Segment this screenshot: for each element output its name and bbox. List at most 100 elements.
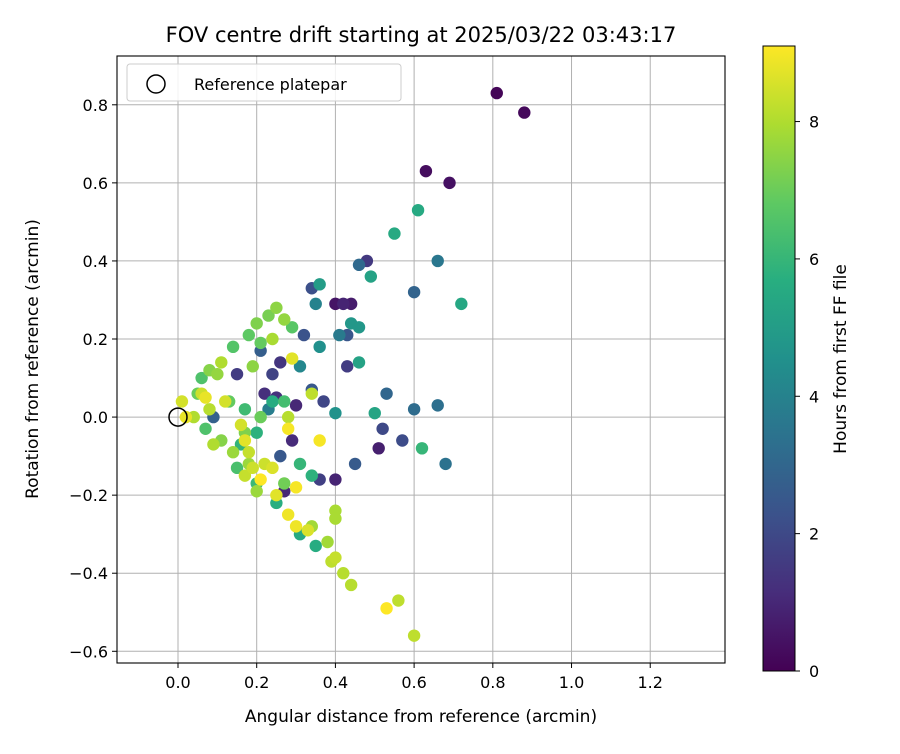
- data-point: [368, 406, 381, 420]
- data-point: [293, 360, 307, 373]
- data-point: [266, 395, 279, 408]
- data-point: [281, 508, 295, 521]
- data-point: [278, 477, 291, 490]
- x-tick-label: 1.2: [638, 673, 663, 692]
- colorbar-label: Hours from first FF file: [831, 264, 851, 454]
- legend: Reference platepar: [126, 63, 402, 102]
- y-tick-label: 0.2: [83, 330, 108, 349]
- data-point: [309, 539, 322, 553]
- data-point: [250, 317, 263, 330]
- data-point: [195, 371, 208, 385]
- data-point: [313, 278, 326, 291]
- data-point: [297, 328, 311, 342]
- colorbar-tick-label: 0: [809, 662, 819, 681]
- data-point: [242, 446, 256, 459]
- data-point: [352, 258, 366, 272]
- data-point: [219, 395, 232, 408]
- data-point: [321, 535, 334, 549]
- data-point: [203, 403, 216, 416]
- y-tick-label: 0.0: [83, 408, 108, 427]
- data-point: [329, 406, 342, 420]
- colorbar-tick-label: 2: [809, 525, 819, 544]
- data-point: [199, 391, 212, 404]
- y-tick-label: 0.6: [83, 174, 108, 193]
- data-point: [329, 551, 342, 564]
- data-point: [238, 469, 252, 482]
- data-point: [431, 399, 444, 412]
- data-point: [270, 301, 283, 314]
- data-point: [305, 387, 318, 400]
- data-point: [258, 387, 271, 400]
- data-point: [372, 442, 385, 455]
- data-point: [262, 309, 275, 322]
- data-point: [289, 520, 303, 533]
- x-tick-label: 0.0: [165, 673, 190, 692]
- y-axis-ticks: −0.6 −0.4 −0.2 0.0 0.2 0.4 0.6 0.8: [69, 96, 117, 661]
- chart-title: FOV centre drift starting at 2025/03/22 …: [166, 23, 677, 47]
- y-tick-label: −0.4: [69, 564, 108, 583]
- data-point: [490, 86, 503, 100]
- data-point: [301, 524, 315, 537]
- x-axis-ticks: 0.0 0.2 0.4 0.6 0.8 1.0 1.2: [165, 663, 663, 692]
- data-point: [439, 457, 452, 471]
- x-tick-label: 0.2: [244, 673, 269, 692]
- data-point: [266, 367, 279, 381]
- legend-label-reference: Reference platepar: [194, 75, 347, 94]
- data-point: [246, 461, 259, 475]
- colorbar: 0 2 4 6 8 Hours from first FF file: [762, 45, 851, 681]
- data-point: [329, 512, 342, 525]
- gridlines: [117, 56, 725, 663]
- data-point: [407, 403, 421, 416]
- data-point: [230, 367, 244, 381]
- data-point: [238, 403, 252, 416]
- data-point: [285, 434, 299, 447]
- data-point: [407, 629, 421, 642]
- data-point: [238, 434, 252, 447]
- data-points: [175, 86, 531, 642]
- data-point: [226, 340, 240, 354]
- data-point: [333, 328, 346, 342]
- plot-frame: [116, 55, 726, 664]
- data-point: [396, 434, 409, 447]
- data-point: [415, 442, 429, 455]
- y-tick-label: −0.6: [69, 642, 108, 661]
- data-point: [215, 356, 228, 369]
- data-point: [329, 473, 342, 486]
- data-point: [337, 297, 350, 311]
- data-point: [254, 336, 267, 350]
- reference-platepar-marker: [168, 407, 188, 427]
- data-point: [337, 567, 350, 580]
- data-point: [281, 422, 295, 435]
- data-point: [274, 356, 287, 369]
- data-point: [313, 340, 326, 354]
- y-tick-label: −0.2: [69, 486, 108, 505]
- colorbar-tick-label: 6: [809, 250, 819, 269]
- data-point: [285, 352, 299, 365]
- data-point: [376, 422, 389, 435]
- data-point: [199, 422, 212, 435]
- data-point: [246, 360, 259, 373]
- x-tick-label: 0.6: [401, 673, 426, 692]
- data-point: [278, 395, 291, 408]
- legend-marker-reference: [146, 74, 166, 94]
- data-point: [250, 485, 263, 498]
- colorbar-tick-label: 8: [809, 113, 819, 132]
- y-axis-label: Rotation from reference (arcmin): [23, 219, 43, 499]
- data-point: [344, 578, 358, 592]
- data-point: [175, 395, 189, 408]
- data-point: [392, 594, 405, 607]
- data-point: [341, 360, 354, 373]
- data-point: [266, 332, 279, 346]
- data-point: [266, 461, 279, 475]
- data-point: [254, 410, 267, 424]
- data-point: [419, 164, 433, 178]
- legend-box: [126, 63, 402, 102]
- data-point: [364, 270, 378, 283]
- data-point: [317, 395, 330, 408]
- data-point: [207, 438, 220, 451]
- data-point: [380, 387, 393, 400]
- data-point: [242, 328, 256, 342]
- data-point: [352, 356, 366, 369]
- data-point: [352, 321, 366, 334]
